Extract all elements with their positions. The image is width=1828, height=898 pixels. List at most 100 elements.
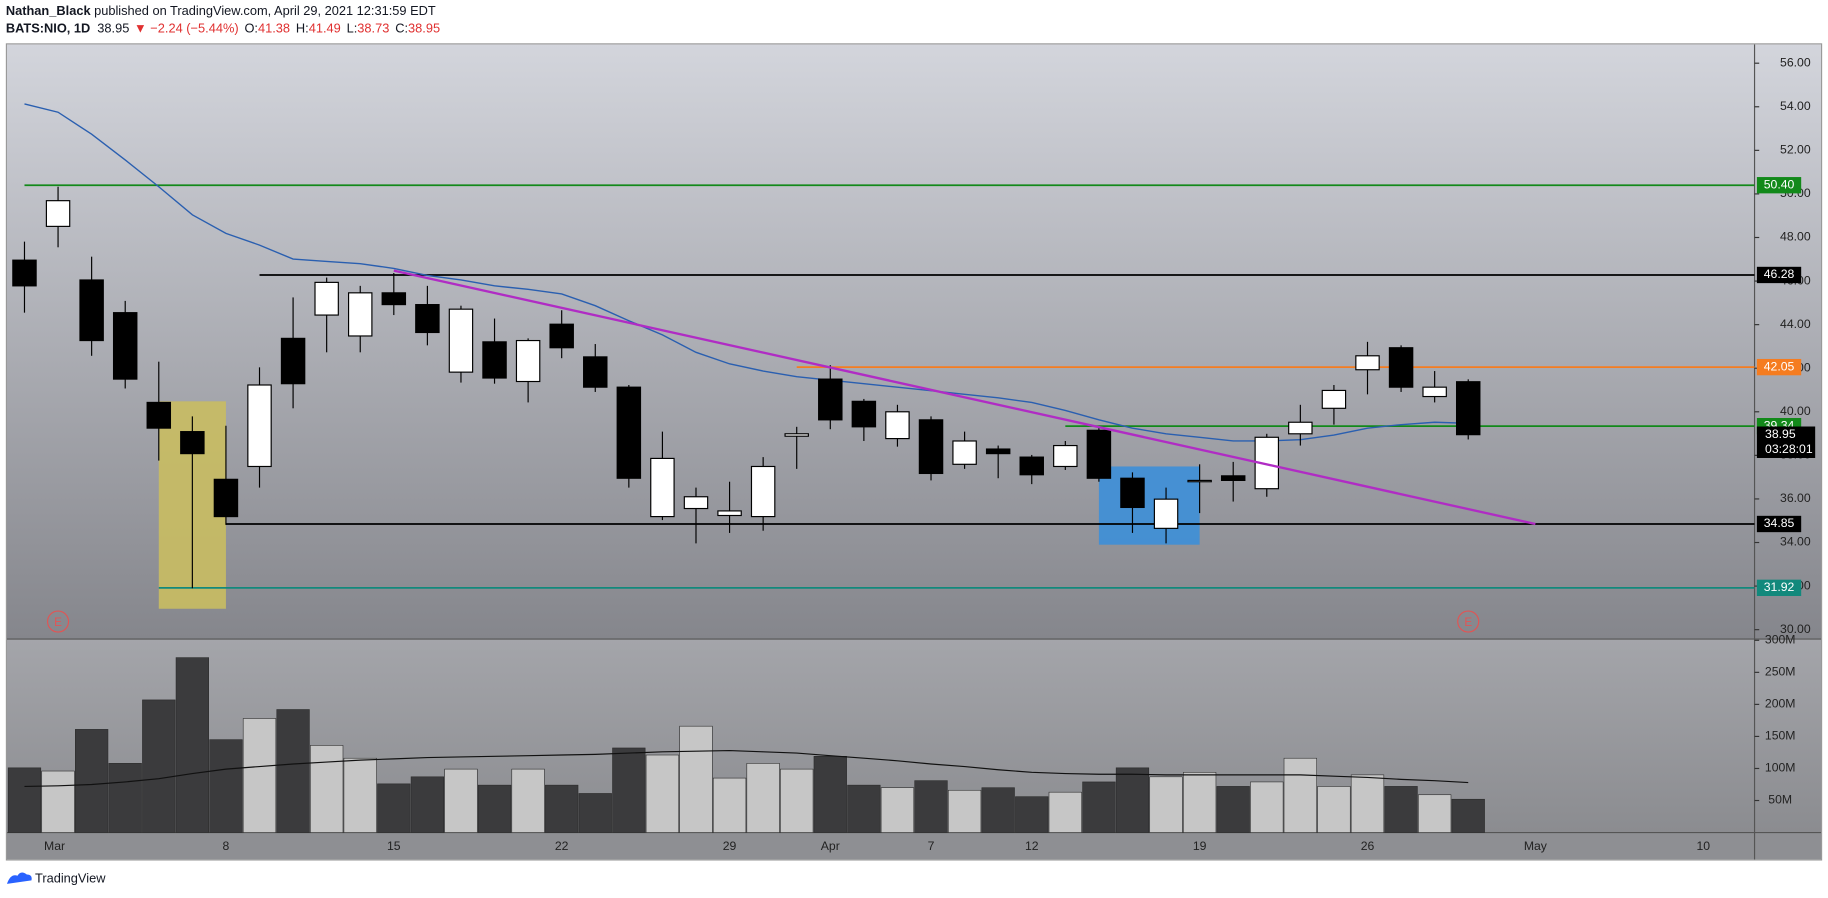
volume-bar <box>343 757 377 833</box>
volume-bar <box>142 699 176 833</box>
level-tag <box>1756 579 1802 596</box>
x-tick-label: 10 <box>1696 839 1710 853</box>
last-price-label: 38.95 <box>1765 427 1796 441</box>
volume-bar <box>1418 794 1452 833</box>
price: 38.95 <box>97 21 129 36</box>
level-tag <box>1756 266 1802 284</box>
frame <box>5 43 1823 861</box>
y-tick-label: 34.00 <box>1780 535 1811 549</box>
candle-body <box>952 440 977 465</box>
candle-body <box>1086 429 1112 479</box>
y-tick-label: 48.00 <box>1780 230 1811 244</box>
earnings-label: E <box>54 616 62 629</box>
ohlc-key: H: <box>296 21 309 36</box>
candle-body <box>112 312 138 380</box>
candle-body <box>515 339 541 383</box>
candle-body <box>180 431 205 455</box>
x-tick-label: Apr <box>821 839 840 853</box>
volume-bar <box>1451 798 1485 833</box>
change: ▼ −2.24 (−5.44%) <box>134 21 239 36</box>
x-tick-label: 22 <box>555 839 569 853</box>
y-tick-label: 50M <box>1768 793 1792 807</box>
price-pane <box>6 44 1755 640</box>
volume-bar <box>880 787 915 833</box>
y-tick-label: 300M <box>1765 633 1796 647</box>
candle-body <box>347 292 373 337</box>
y-tick-label: 150M <box>1765 729 1796 743</box>
earnings-marker <box>46 610 70 633</box>
candle-body <box>1355 355 1380 371</box>
level-tag-label: 46.28 <box>1764 267 1795 281</box>
volume-bar <box>612 747 646 833</box>
volume-bar <box>1283 757 1317 833</box>
volume-bar <box>1015 796 1049 833</box>
y-tick-label: 200M <box>1765 697 1796 711</box>
candle-body <box>885 411 910 440</box>
candle-body <box>482 341 507 379</box>
y-tick-label: 44.00 <box>1780 317 1811 331</box>
y-tick-label: 52.00 <box>1780 143 1811 157</box>
volume-bar <box>1048 791 1082 833</box>
candle-body <box>213 478 239 518</box>
volume-bar <box>175 657 209 833</box>
candle-body <box>1220 475 1246 482</box>
candle-body <box>415 304 440 334</box>
volume-bar <box>108 763 142 833</box>
volume-bar <box>914 780 948 833</box>
volume-bar <box>578 793 612 833</box>
volume-bar <box>377 783 411 833</box>
x-tick-label: 15 <box>387 839 401 853</box>
ohlc-value: 38.73 <box>357 21 389 36</box>
ohlc-value: 41.38 <box>258 21 290 36</box>
candle-body <box>549 323 574 349</box>
volume-bar <box>947 789 982 833</box>
volume-bar <box>1082 781 1116 833</box>
brand-logo: TradingView <box>6 871 106 886</box>
published: published on TradingView.com, April 29, … <box>94 3 436 18</box>
header-line-2: BATS:NIO, 1D 38.95 ▼ −2.24 (−5.44%) O:41.38… <box>6 21 440 36</box>
volume-bar <box>545 784 579 833</box>
volume-average <box>24 749 1469 787</box>
volume-bar <box>679 725 713 833</box>
volume-bar <box>310 745 344 833</box>
symbol: BATS:NIO, 1D <box>6 21 90 36</box>
candle-body <box>750 465 776 518</box>
volume-bar <box>1317 786 1351 833</box>
x-tick-label: 29 <box>723 839 737 853</box>
level-tag-label: 42.05 <box>1764 359 1795 373</box>
volume-bar <box>511 768 545 833</box>
trendline <box>393 269 1536 526</box>
countdown: 03:28:01 <box>1765 442 1813 456</box>
price-scale <box>1754 44 1822 640</box>
volume-bar <box>444 768 478 833</box>
time-axis <box>6 832 1822 860</box>
volume-bar <box>209 739 243 833</box>
volume-bar <box>1384 786 1418 833</box>
y-tick-label: 250M <box>1765 665 1796 679</box>
candle-body <box>448 308 474 373</box>
ohlc-key: O: <box>244 21 258 36</box>
candle-body <box>1455 381 1481 436</box>
volume-bar <box>981 787 1015 833</box>
candle-body <box>381 292 407 306</box>
candle-body <box>79 279 104 342</box>
candle-body <box>1187 479 1212 483</box>
candle-body <box>1120 477 1145 509</box>
candle-body <box>1388 347 1414 388</box>
candle-body <box>146 401 172 429</box>
volume-bar <box>1350 774 1385 833</box>
candle-body <box>683 496 709 510</box>
volume-bar <box>7 767 42 833</box>
volume-bar <box>780 768 814 833</box>
volume-bar <box>746 763 780 833</box>
candle-body <box>1422 386 1447 398</box>
volume-bar <box>1115 767 1150 833</box>
moving-average <box>24 103 1469 442</box>
last-price-tag <box>1756 426 1816 458</box>
candle-body <box>985 448 1011 455</box>
y-tick-label: 30.00 <box>1780 622 1811 636</box>
ohlc-value: 41.49 <box>309 21 341 36</box>
candle-body <box>650 457 675 518</box>
level-tag-label: 31.92 <box>1764 580 1795 594</box>
